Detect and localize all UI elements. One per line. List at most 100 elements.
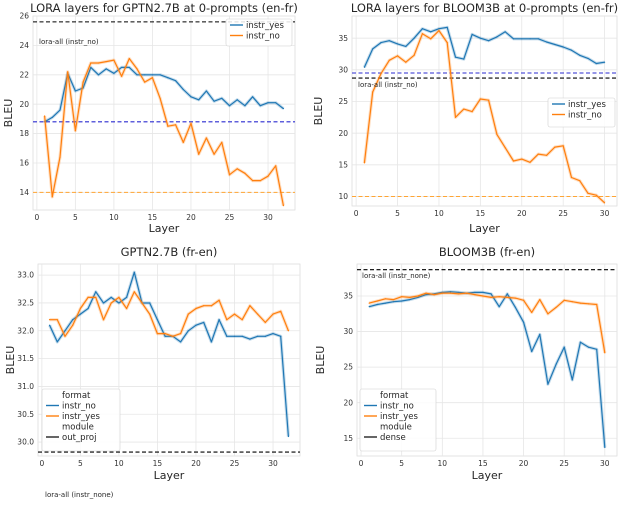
x-tick-label: 0	[359, 459, 364, 468]
data-point-instr_yes	[388, 40, 390, 42]
x-tick-label: 5	[73, 213, 78, 222]
legend-box	[547, 97, 616, 128]
data-point-instr_no	[105, 60, 107, 63]
data-point-instr_no	[43, 115, 46, 117]
data-point-instr_no	[133, 271, 135, 273]
y-tick-label: 24	[19, 41, 29, 50]
data-point-instr_yes	[187, 313, 189, 315]
data-point-instr_yes	[241, 319, 243, 321]
x-tick-label: 10	[109, 213, 119, 222]
data-point-instr_yes	[257, 313, 259, 315]
data-point-instr_yes	[126, 307, 128, 310]
data-point-instr_yes	[90, 66, 92, 69]
data-point-instr_no	[413, 54, 415, 56]
data-point-instr_yes	[368, 302, 370, 304]
x-tick-label: 25	[225, 213, 235, 222]
data-point-instr_no	[521, 158, 523, 160]
data-point-instr_yes	[267, 102, 269, 104]
x-tick-label: 25	[559, 459, 569, 468]
data-point-instr_no	[110, 296, 112, 298]
data-point-instr_yes	[72, 324, 74, 326]
data-point-instr_no	[257, 335, 259, 337]
data-point-instr_yes	[128, 66, 130, 69]
x-tick-label: 15	[153, 459, 163, 468]
data-point-instr_no	[396, 55, 399, 57]
series-line-instr_no	[363, 30, 606, 204]
x-tick-label: 15	[148, 213, 158, 222]
data-point-instr_yes	[529, 38, 531, 40]
data-point-instr_yes	[249, 305, 251, 307]
data-point-instr_yes	[97, 74, 100, 76]
data-point-instr_yes	[466, 292, 468, 294]
x-tick-label: 10	[114, 459, 124, 468]
data-point-instr_no	[539, 333, 541, 335]
data-point-instr_no	[376, 303, 378, 306]
data-point-instr_yes	[51, 116, 53, 119]
data-point-instr_no	[401, 300, 403, 302]
data-point-instr_yes	[167, 77, 169, 79]
data-point-instr_yes	[380, 42, 382, 44]
data-point-instr_no	[512, 160, 515, 162]
data-point-instr_no	[368, 306, 370, 308]
data-point-instr_yes	[280, 310, 282, 312]
data-point-instr_no	[213, 153, 215, 155]
data-point-instr_yes	[421, 28, 423, 30]
data-point-instr_no	[363, 162, 366, 164]
data-point-instr_yes	[587, 57, 589, 60]
x-tick-label: 30	[600, 459, 610, 468]
legend-title: format	[380, 391, 409, 401]
data-point-instr_no	[179, 341, 182, 343]
data-point-instr_yes	[259, 105, 261, 107]
y-tick-label: 22	[19, 70, 29, 79]
data-point-instr_no	[471, 111, 473, 113]
data-point-instr_yes	[136, 74, 138, 76]
data-point-instr_yes	[441, 292, 443, 294]
data-point-instr_yes	[48, 319, 51, 321]
data-point-instr_yes	[396, 43, 399, 45]
x-tick-label: 20	[186, 213, 196, 222]
y-tick-label: 15	[343, 434, 353, 443]
data-point-instr_yes	[221, 97, 223, 99]
data-point-instr_yes	[121, 66, 123, 69]
data-point-instr_yes	[596, 303, 598, 306]
data-point-instr_no	[474, 291, 476, 294]
data-point-instr_yes	[287, 330, 290, 332]
data-point-instr_no	[156, 319, 159, 321]
data-point-instr_no	[275, 165, 277, 167]
y-tick-label: 26	[19, 12, 29, 21]
data-point-instr_yes	[102, 319, 105, 321]
x-axis-label: Layer	[472, 469, 503, 482]
series-line-instr_yes	[363, 26, 605, 68]
legend-entry: instr_yes	[62, 412, 101, 422]
data-point-instr_yes	[430, 31, 432, 33]
data-point-instr_no	[198, 153, 200, 155]
data-point-instr_no	[128, 58, 130, 60]
data-point-instr_no	[102, 302, 105, 304]
data-point-instr_no	[425, 293, 427, 296]
footnote: lora-all (instr_none)	[45, 491, 114, 499]
legend-entry: instr_no	[62, 402, 96, 412]
data-point-instr_yes	[405, 45, 407, 48]
data-point-instr_no	[392, 301, 395, 303]
data-point-instr_no	[149, 302, 151, 304]
data-point-instr_no	[546, 154, 548, 156]
reference-line-label: lora-all (instr_none)	[362, 272, 431, 280]
data-point-instr_yes	[64, 335, 66, 337]
data-point-instr_no	[79, 313, 81, 315]
data-point-instr_no	[144, 81, 146, 83]
data-point-instr_no	[56, 341, 58, 343]
data-point-instr_no	[226, 335, 228, 337]
data-point-instr_yes	[275, 102, 277, 104]
y-tick-label: 20	[343, 398, 353, 407]
data-point-instr_no	[531, 350, 533, 353]
data-point-instr_no	[380, 73, 382, 75]
data-point-instr_no	[187, 330, 189, 332]
data-point-instr_yes	[579, 302, 582, 304]
chart-title: LORA layers for BLOOM3B at 0-prompts (en…	[351, 1, 618, 15]
data-point-instr_no	[151, 77, 154, 79]
x-tick-label: 25	[230, 459, 240, 468]
data-point-instr_no	[95, 291, 97, 293]
data-point-instr_no	[244, 172, 246, 174]
chart-panel-4: 0 5 10 15 20 25 30 15 20 25 30 35 lora-all (instr_no…	[314, 245, 618, 482]
data-point-instr_yes	[401, 296, 403, 298]
